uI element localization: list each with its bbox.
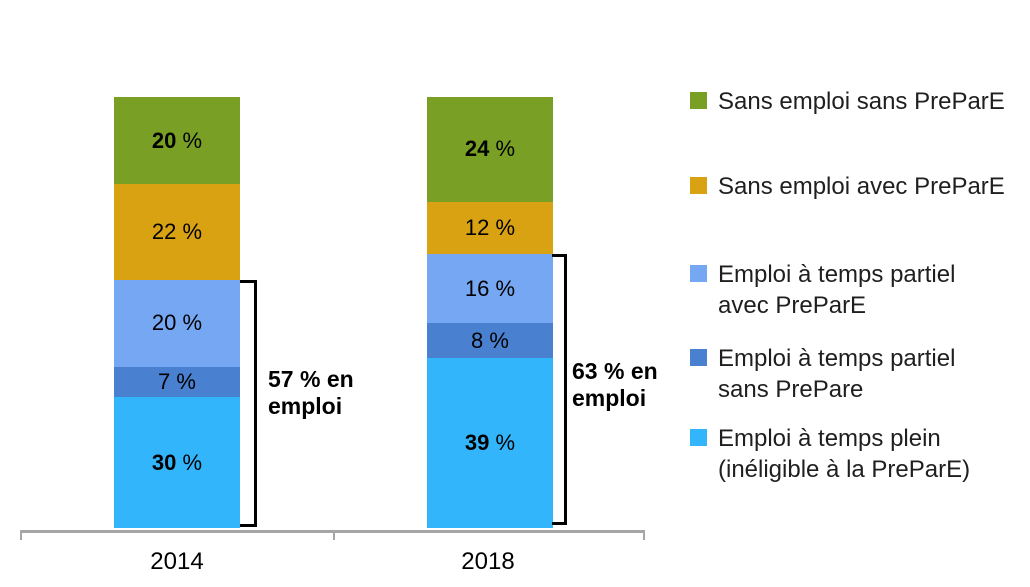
legend-label: Sans emploi avec PreParE xyxy=(718,173,1005,200)
en-emploi-annotation-2014: 57 % en emploi xyxy=(268,366,354,420)
bar-segment: 8 % xyxy=(427,323,553,359)
legend-label: sans PrePare xyxy=(718,376,864,403)
bar-segment-percent-sign: % xyxy=(170,369,196,395)
bar-segment-percent-sign: % xyxy=(483,327,509,353)
bar-segment-value: 7 xyxy=(158,369,171,395)
bar-segment: 16 % xyxy=(427,253,553,324)
bar-segment-percent-sign: % xyxy=(489,275,516,301)
bar-segment-value: 20 xyxy=(151,310,177,336)
legend-item: Sans emploi sans PreParE xyxy=(690,86,1005,117)
x-axis-tick xyxy=(20,530,22,540)
bar-segment-percent-sign: % xyxy=(176,449,203,475)
bar-segment-value: 30 xyxy=(151,449,177,475)
annotation-line: 63 % en xyxy=(572,358,658,384)
bar-segment: 20 % xyxy=(114,97,240,185)
legend-label: Sans emploi sans PreParE xyxy=(718,88,1005,115)
bar-segment: 7 % xyxy=(114,366,240,398)
legend-label: Emploi à temps partiel xyxy=(718,345,956,372)
legend-label: Emploi à temps partiel xyxy=(718,261,956,288)
annotation-line: 57 % en xyxy=(268,366,354,392)
bar-segment-value: 8 xyxy=(471,327,484,353)
legend-item: Sans emploi avec PreParE xyxy=(690,171,1005,202)
legend-swatch xyxy=(690,429,707,446)
bar-segment-percent-sign: % xyxy=(489,214,516,240)
x-axis-line xyxy=(20,530,645,533)
legend-label: avec PreParE xyxy=(718,292,867,319)
legend-swatch xyxy=(690,177,707,194)
legend-item: Emploi à temps partiel avec PreParE xyxy=(690,259,955,321)
bar-segment-percent-sign: % xyxy=(176,218,203,244)
x-axis-label: 2018 xyxy=(461,548,515,575)
en-emploi-bracket-2018 xyxy=(552,254,567,525)
bar-segment-percent-sign: % xyxy=(176,127,203,153)
bar-segment-value: 12 xyxy=(464,214,490,240)
bar-segment-percent-sign: % xyxy=(176,310,203,336)
annotation-line: emploi xyxy=(572,385,647,411)
legend-swatch xyxy=(690,349,707,366)
bar-segment: 24 % xyxy=(427,97,553,202)
bar-segment: 22 % xyxy=(114,184,240,280)
x-axis-label: 2014 xyxy=(150,548,204,575)
legend-swatch xyxy=(690,92,707,109)
bar-segment-value: 16 xyxy=(464,275,490,301)
annotation-line: emploi xyxy=(268,393,343,419)
legend-label: Emploi à temps plein xyxy=(718,425,941,452)
bar-segment-value: 24 xyxy=(464,136,490,162)
en-emploi-annotation-2018: 63 % en emploi xyxy=(572,358,658,412)
bar-segment: 12 % xyxy=(427,201,553,254)
legend-item: Emploi à temps plein (inéligible à la Pr… xyxy=(690,423,970,485)
legend-swatch xyxy=(690,265,707,282)
bar-segment-value: 20 xyxy=(151,127,177,153)
bar-segment: 20 % xyxy=(114,279,240,367)
en-emploi-bracket-2014 xyxy=(240,280,257,527)
bar-segment-value: 22 xyxy=(151,218,177,244)
legend-item: Emploi à temps partiel sans PrePare xyxy=(690,343,955,405)
legend-label: (inéligible à la PreParE) xyxy=(718,456,971,483)
x-axis-tick xyxy=(333,530,335,540)
x-axis-tick xyxy=(643,530,645,540)
bar-segment-percent-sign: % xyxy=(489,430,516,456)
bar-segment-percent-sign: % xyxy=(489,136,516,162)
bar-segment: 39 % xyxy=(427,358,553,528)
bar-segment: 30 % xyxy=(114,397,240,528)
bar-segment-value: 39 xyxy=(464,430,490,456)
